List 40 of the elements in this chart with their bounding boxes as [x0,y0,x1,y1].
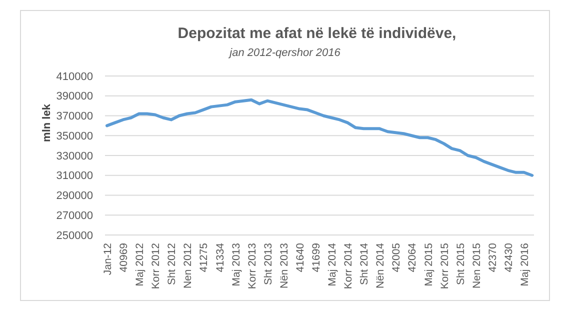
y-tick-label: 410000 [56,70,93,83]
y-tick-label: 290000 [56,190,93,202]
line-series [106,98,534,177]
y-tick-label: 330000 [56,150,93,162]
y-tick-label: 250000 [56,230,93,242]
x-tick-label: Maj 2016 [518,242,531,286]
x-tick-label: Sht 2012 [166,242,178,286]
y-tick-label: 370000 [56,110,93,123]
x-tick-label: Sht 2014 [358,242,371,286]
y-tick-label: 350000 [56,130,93,142]
x-tick-label: Maj 2015 [422,242,435,286]
x-tick-label: Korr 2012 [150,242,162,290]
x-tick-label: Jan-12 [102,242,114,276]
x-tick-label: 42430 [502,242,515,272]
chart-subtitle: jan 2012-qershor 2016 [228,47,342,59]
x-tick-label: 41334 [214,242,226,272]
y-axis-title: mln lek [41,103,53,142]
x-tick-label: 42370 [486,242,499,272]
x-tick-label: 41640 [294,242,306,272]
x-tick-label: 42005 [390,242,403,272]
x-tick-label: 42064 [406,242,419,272]
x-tick-label: Sht 2015 [454,242,467,286]
x-tick-label: Korr 2015 [438,242,451,290]
x-tick-label: Nën 2013 [278,242,290,289]
y-tick-label: 390000 [56,90,93,103]
x-tick-label: Nen 2012 [182,242,194,289]
x-tick-label: Nën 2014 [374,242,387,289]
x-tick-label: Maj 2013 [230,242,242,286]
x-tick-label: Maj 2014 [326,242,339,286]
x-tick-label: Sht 2013 [262,242,274,286]
x-tick-label: Nen 2015 [470,242,483,289]
x-tick-label: 41699 [310,242,322,272]
x-tick-label: Korr 2014 [342,242,355,290]
x-tick-label: Korr 2013 [246,242,258,290]
y-tick-label: 270000 [56,210,93,222]
x-tick-label: Maj 2012 [134,242,146,286]
x-tick-label: 41275 [198,242,210,272]
chart-title: Depozitat me afat në lekë të individëve, [178,25,456,42]
x-tick-label: 40969 [118,242,130,272]
y-tick-label: 310000 [56,170,93,182]
